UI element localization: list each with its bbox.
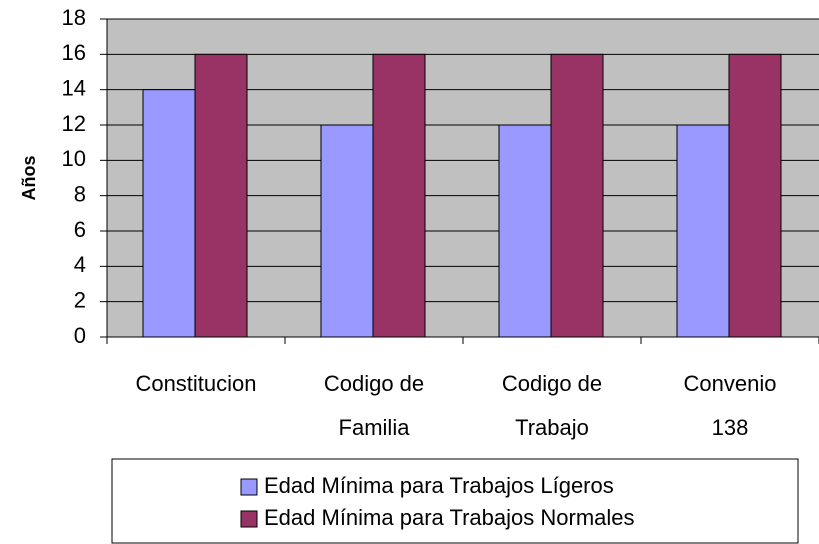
- legend-label: Edad Mínima para Trabajos Lígeros: [264, 473, 614, 498]
- y-tick-label: 0: [74, 323, 86, 348]
- legend: [111, 458, 799, 544]
- bar: [676, 124, 730, 338]
- x-tick-label: Codigo de Trabajo: [501, 371, 603, 440]
- bar: [728, 53, 782, 338]
- y-tick-label: 16: [62, 40, 86, 65]
- y-tick-label: 10: [62, 146, 86, 171]
- y-tick-label: 4: [74, 252, 86, 277]
- y-tick-label: 14: [62, 75, 86, 100]
- x-tick-label: Convenio 138: [683, 371, 777, 440]
- y-tick-label: 12: [62, 111, 86, 136]
- bar: [194, 53, 248, 338]
- bar: [498, 124, 552, 338]
- x-tick-label: Constitucion: [135, 371, 257, 396]
- legend-label: Edad Mínima para Trabajos Normales: [264, 505, 635, 530]
- bar: [372, 53, 426, 338]
- bar: [550, 53, 604, 338]
- y-axis-label: Años: [19, 156, 39, 201]
- x-tick-label: Codigo de Familia: [323, 371, 425, 440]
- legend-swatch: [240, 478, 258, 496]
- bar: [142, 89, 196, 338]
- y-tick-label: 8: [74, 181, 86, 206]
- legend-swatch: [240, 510, 258, 528]
- bar: [320, 124, 374, 338]
- y-tick-label: 2: [74, 287, 86, 312]
- y-tick-label: 6: [74, 217, 86, 242]
- y-tick-label: 18: [62, 5, 86, 30]
